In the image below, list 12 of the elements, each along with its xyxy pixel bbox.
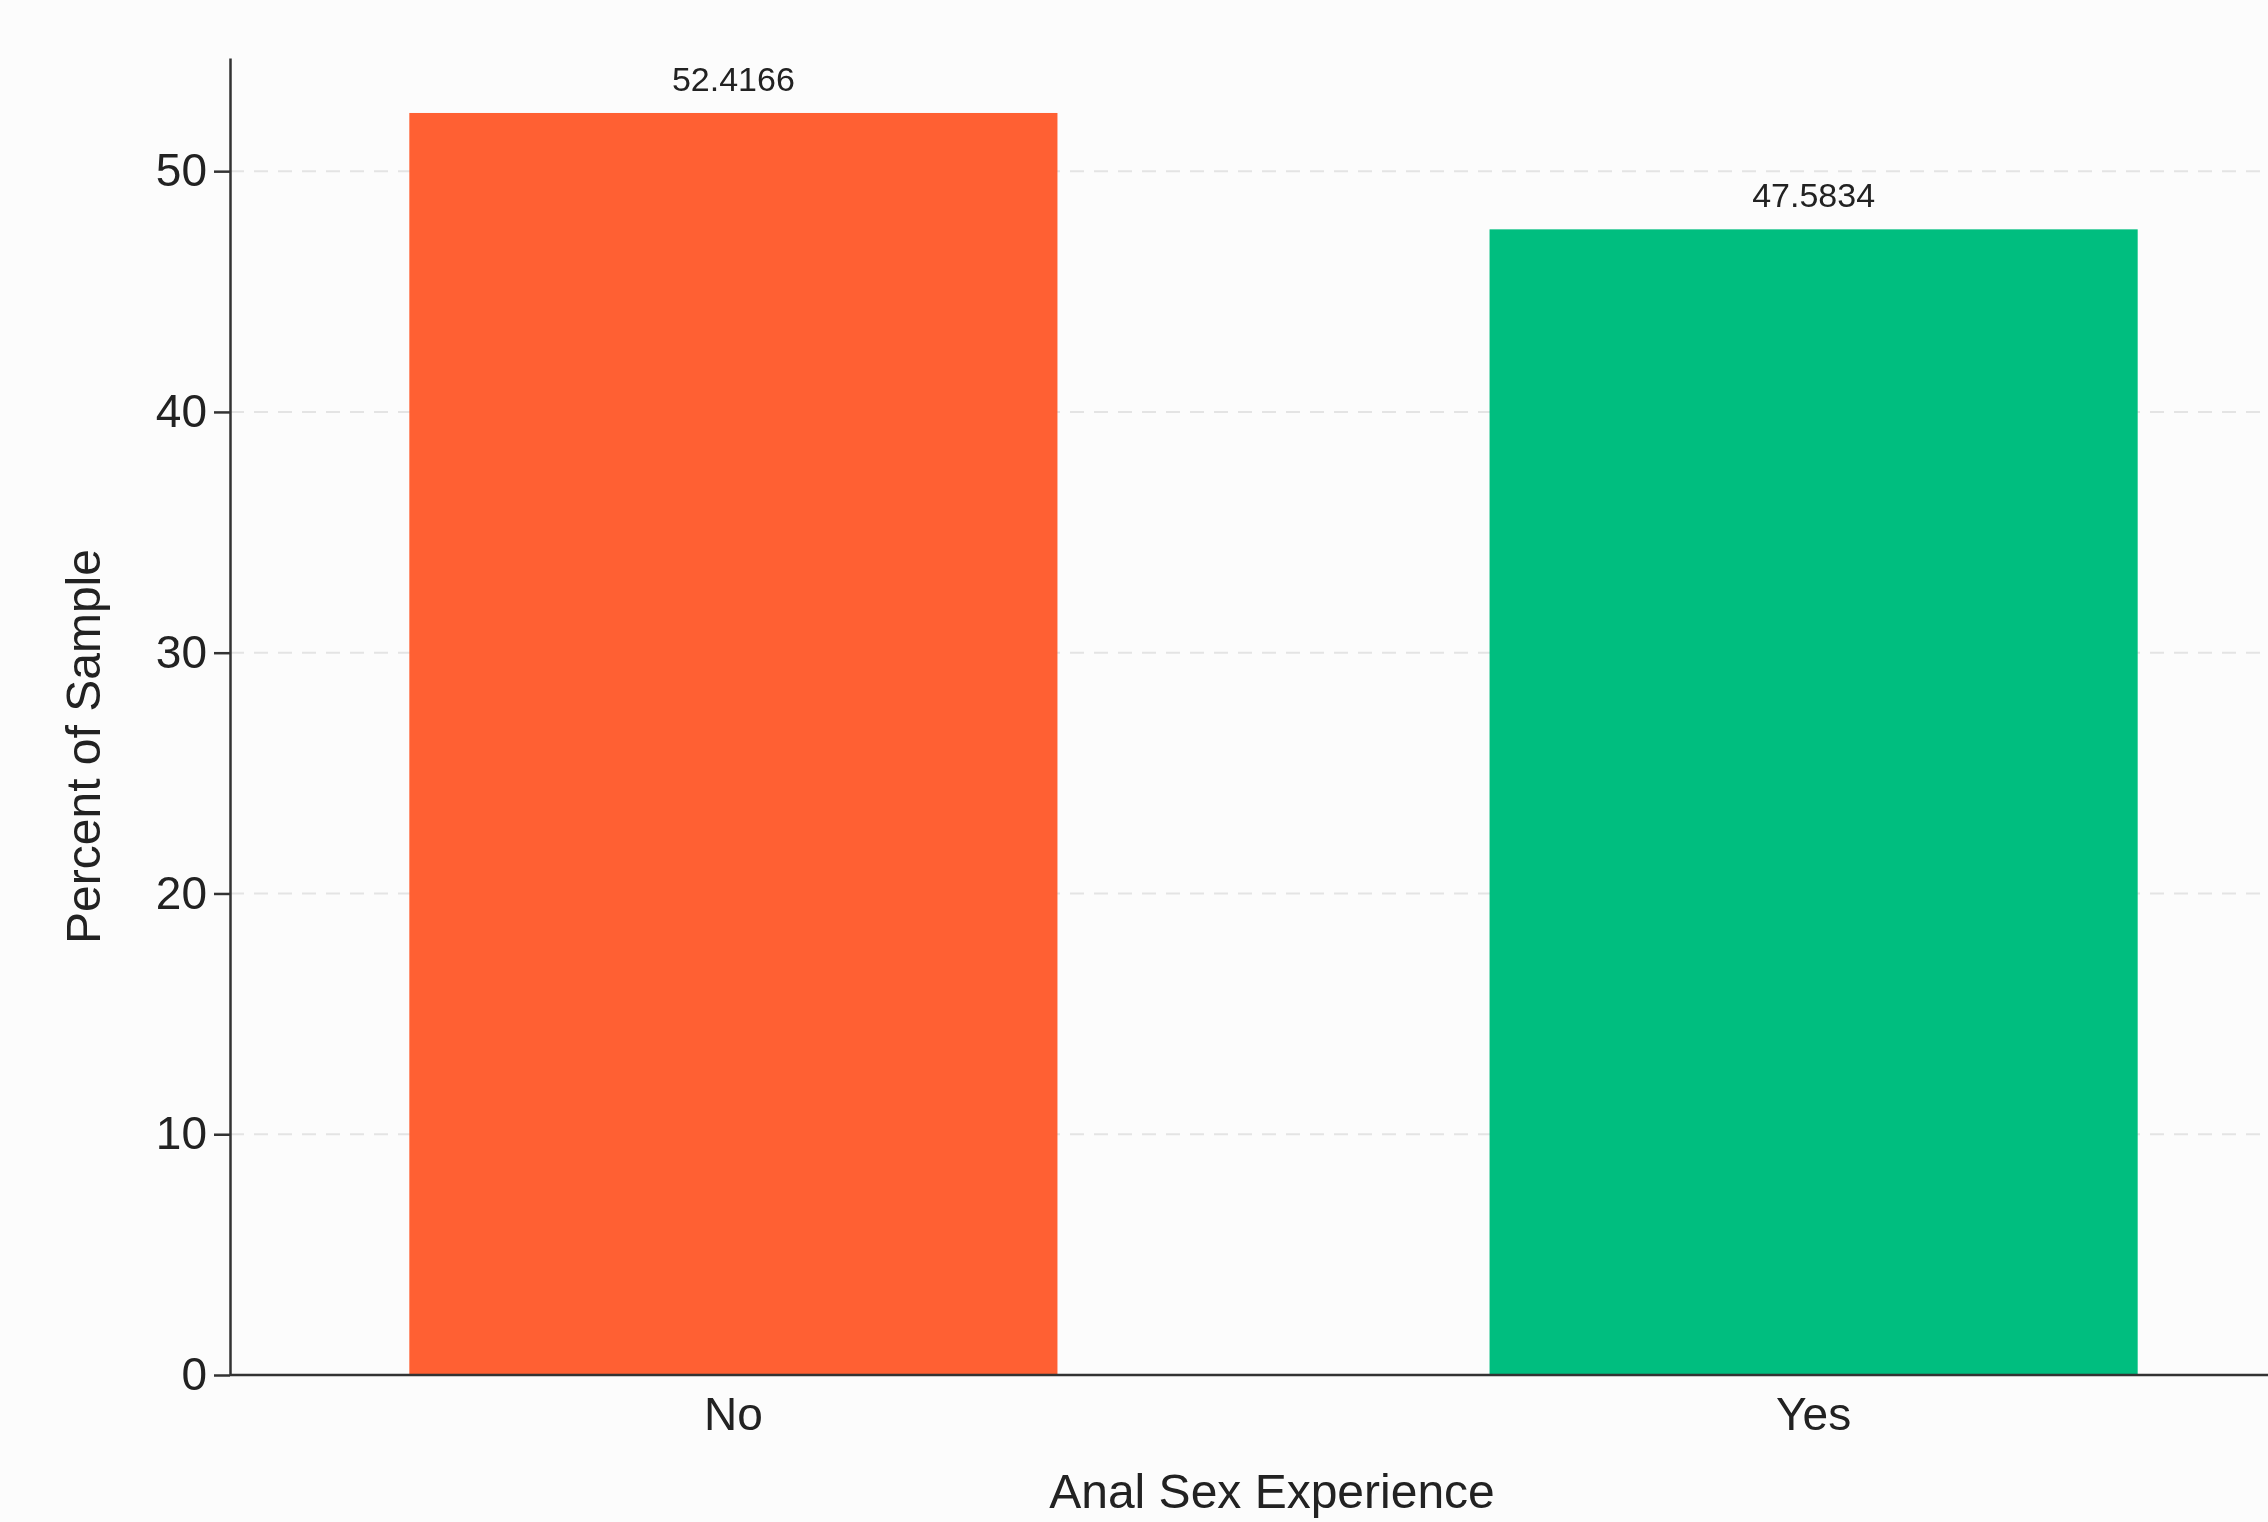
y-tick-label: 0 xyxy=(181,1348,207,1401)
y-tick-label: 10 xyxy=(155,1107,207,1160)
y-axis-title: Percent of Sample xyxy=(57,549,110,944)
y-tick-label: 40 xyxy=(155,385,207,438)
y-tick-label: 30 xyxy=(155,625,207,678)
data-label: 52.4166 xyxy=(671,59,795,98)
data-label: 47.5834 xyxy=(1752,176,1876,215)
x-axis-title: Anal Sex Experience xyxy=(1049,1465,1495,1518)
x-tick-label: No xyxy=(703,1387,763,1440)
x-tick-label: Yes xyxy=(1776,1387,1852,1440)
y-tick-label: 50 xyxy=(155,144,207,197)
y-tick-label: 20 xyxy=(155,866,207,919)
